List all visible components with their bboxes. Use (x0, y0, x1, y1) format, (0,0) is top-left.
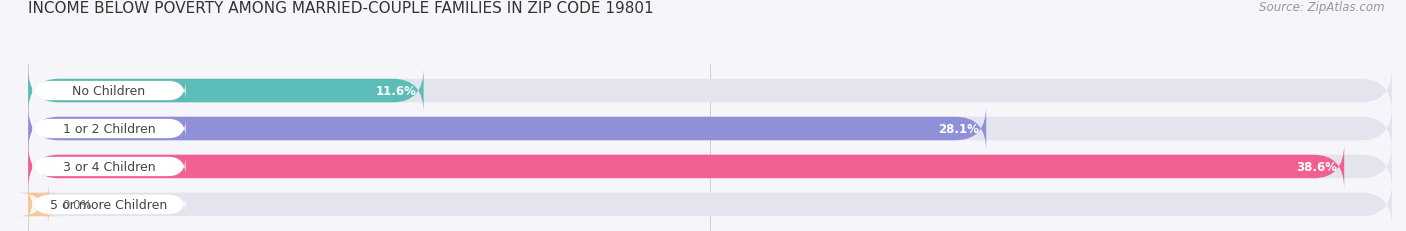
Text: 0.0%: 0.0% (62, 198, 91, 211)
FancyBboxPatch shape (28, 107, 1392, 151)
Text: Source: ZipAtlas.com: Source: ZipAtlas.com (1260, 1, 1385, 14)
FancyBboxPatch shape (28, 144, 1344, 189)
FancyBboxPatch shape (32, 119, 186, 139)
Text: 5 or more Children: 5 or more Children (51, 198, 167, 211)
Text: 1 or 2 Children: 1 or 2 Children (63, 122, 155, 135)
FancyBboxPatch shape (28, 107, 986, 151)
FancyBboxPatch shape (32, 195, 186, 214)
Text: 11.6%: 11.6% (375, 85, 416, 98)
FancyBboxPatch shape (28, 69, 423, 113)
FancyBboxPatch shape (28, 69, 1392, 113)
Text: No Children: No Children (72, 85, 145, 98)
FancyBboxPatch shape (32, 157, 186, 176)
FancyBboxPatch shape (18, 182, 59, 227)
Text: 38.6%: 38.6% (1296, 160, 1337, 173)
FancyBboxPatch shape (28, 182, 1392, 227)
Text: 3 or 4 Children: 3 or 4 Children (63, 160, 155, 173)
Text: INCOME BELOW POVERTY AMONG MARRIED-COUPLE FAMILIES IN ZIP CODE 19801: INCOME BELOW POVERTY AMONG MARRIED-COUPL… (28, 1, 654, 16)
Text: 28.1%: 28.1% (939, 122, 980, 135)
FancyBboxPatch shape (28, 144, 1392, 189)
FancyBboxPatch shape (32, 82, 186, 101)
